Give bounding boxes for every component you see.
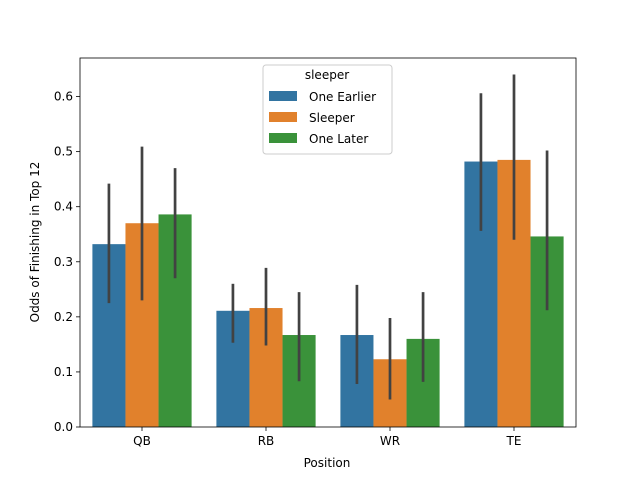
legend-swatch bbox=[269, 112, 297, 122]
plot-frame bbox=[79, 57, 577, 428]
y-tick-label: 0.1 bbox=[54, 365, 73, 379]
y-axis-label: Odds of Finishing in Top 12 bbox=[28, 162, 42, 323]
axes-layer: QB RB WR TE 0.0 0.1 0.2 0.3 0.4 0.5 0.6 bbox=[54, 57, 577, 448]
x-tick-label: RB bbox=[258, 434, 275, 448]
error-bars-layer bbox=[107, 74, 549, 400]
y-tick-label: 0.2 bbox=[54, 310, 73, 324]
legend: sleeper One Earlier Sleeper One Later bbox=[262, 64, 393, 155]
x-tick-label: QB bbox=[133, 434, 151, 448]
y-tick-label: 0.0 bbox=[54, 420, 73, 434]
x-tick-label: WR bbox=[380, 434, 400, 448]
y-tick-label: 0.5 bbox=[54, 145, 73, 159]
legend-entry: Sleeper bbox=[309, 111, 355, 125]
bars-layer bbox=[92, 159, 564, 428]
x-tick-label: TE bbox=[506, 434, 522, 448]
legend-swatch bbox=[269, 91, 297, 101]
legend-title: sleeper bbox=[305, 68, 349, 82]
y-tick-label: 0.4 bbox=[54, 200, 73, 214]
y-tick-label: 0.6 bbox=[54, 90, 73, 104]
legend-entry: One Earlier bbox=[309, 90, 376, 104]
legend-swatch bbox=[269, 133, 297, 143]
legend-entry: One Later bbox=[309, 132, 368, 146]
legend-frame bbox=[262, 64, 393, 155]
y-tick-label: 0.3 bbox=[54, 255, 73, 269]
x-axis-label: Position bbox=[304, 456, 351, 470]
